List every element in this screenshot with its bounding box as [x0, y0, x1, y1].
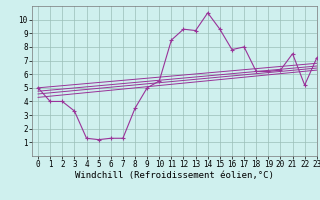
X-axis label: Windchill (Refroidissement éolien,°C): Windchill (Refroidissement éolien,°C) — [75, 171, 274, 180]
